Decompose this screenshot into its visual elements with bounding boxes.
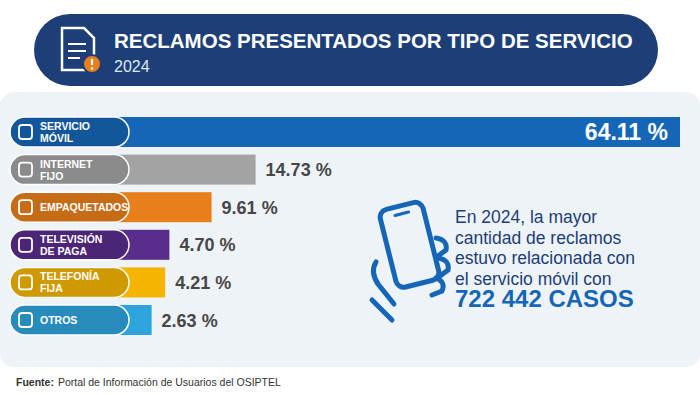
doc-line bbox=[68, 57, 80, 59]
callout: En 2024, la mayorcantidad de reclamosest… bbox=[455, 207, 635, 312]
category-line: MÓVIL bbox=[40, 132, 74, 144]
title-icon bbox=[62, 28, 101, 73]
category-line: EMPAQUETADOS bbox=[40, 201, 128, 213]
category-label: SERVICIOMÓVIL bbox=[40, 120, 90, 144]
category-pill bbox=[10, 192, 129, 222]
category-label: INTERNETFIJO bbox=[40, 158, 93, 182]
data-label: 4.70 % bbox=[179, 235, 235, 255]
chart-svg: RECLAMOS PRESENTADOS POR TIPO DE SERVICI… bbox=[0, 0, 700, 395]
category-line: DE PAGA bbox=[40, 245, 87, 257]
title: RECLAMOS PRESENTADOS POR TIPO DE SERVICI… bbox=[114, 29, 633, 52]
category-pill bbox=[10, 230, 129, 260]
subtitle: 2024 bbox=[114, 58, 150, 75]
bar bbox=[129, 230, 169, 260]
category-icon bbox=[19, 163, 32, 177]
fingers bbox=[432, 238, 448, 295]
bar bbox=[129, 117, 680, 147]
bar bbox=[129, 305, 152, 335]
background bbox=[0, 0, 700, 395]
callout-line: cantidad de reclamos bbox=[455, 228, 622, 248]
category-line: TELEFONÍA bbox=[40, 270, 100, 282]
banner-bg bbox=[34, 14, 658, 86]
data-labels: 64.11 % 14.73 % 9.61 % 4.70 % 4.21 % 2.63 % bbox=[162, 119, 668, 331]
bar-fillers bbox=[113, 117, 129, 335]
bar bbox=[129, 155, 256, 185]
category-icon bbox=[19, 200, 32, 214]
category-line: INTERNET bbox=[40, 158, 93, 170]
category-label: OTROS bbox=[40, 314, 77, 326]
hand bbox=[372, 262, 394, 320]
category-pill bbox=[10, 267, 129, 297]
doc-line bbox=[68, 50, 86, 52]
title-banner: RECLAMOS PRESENTADOS POR TIPO DE SERVICI… bbox=[34, 14, 658, 86]
data-label: 9.61 % bbox=[222, 198, 278, 218]
category-line: FIJO bbox=[40, 170, 63, 182]
phone-body bbox=[378, 201, 440, 289]
source-text: Portal de Información de Usuarios del OS… bbox=[58, 376, 281, 388]
doc-line bbox=[68, 43, 86, 45]
data-label: 4.21 % bbox=[175, 273, 231, 293]
bar bbox=[129, 267, 165, 297]
source-label: Fuente: bbox=[16, 376, 54, 388]
alert-icon bbox=[83, 55, 101, 73]
category-label: TELEVISIÓNDE PAGA bbox=[40, 233, 102, 257]
category-icon bbox=[19, 275, 32, 289]
callout-line: estuvo relacionada con bbox=[455, 248, 635, 268]
data-label: 2.63 % bbox=[162, 311, 218, 331]
category-pill bbox=[10, 117, 129, 147]
category-line: SERVICIO bbox=[40, 120, 90, 132]
category-icon bbox=[19, 313, 32, 327]
category-label: TELEFONÍAFIJA bbox=[40, 270, 100, 294]
category-pill bbox=[10, 305, 129, 335]
bars bbox=[129, 117, 680, 335]
data-label: 14.73 % bbox=[266, 160, 332, 180]
category-line: FIJA bbox=[40, 282, 63, 294]
phone-icon bbox=[378, 201, 440, 289]
source: Fuente: Portal de Información de Usuarios… bbox=[16, 376, 281, 388]
alert-mark bbox=[91, 59, 93, 65]
category-line: TELEVISIÓN bbox=[40, 233, 102, 245]
callout-highlight: 722 442 CASOS bbox=[455, 285, 634, 312]
bar bbox=[129, 192, 212, 222]
category-line: OTROS bbox=[40, 314, 77, 326]
category-icon bbox=[19, 125, 32, 139]
category-pill bbox=[10, 155, 129, 185]
category-labels: SERVICIOMÓVIL INTERNETFIJO EMPAQUETADOS TEL… bbox=[10, 117, 129, 335]
alert-dot bbox=[91, 67, 93, 69]
category-icon bbox=[19, 238, 32, 252]
chart-container: RECLAMOS PRESENTADOS POR TIPO DE SERVICI… bbox=[0, 0, 700, 395]
phone-speaker bbox=[395, 212, 409, 215]
panel bbox=[0, 92, 700, 367]
data-label: 64.11 % bbox=[585, 119, 668, 145]
callout-line: En 2024, la mayor bbox=[455, 207, 597, 227]
category-label: EMPAQUETADOS bbox=[40, 201, 128, 213]
